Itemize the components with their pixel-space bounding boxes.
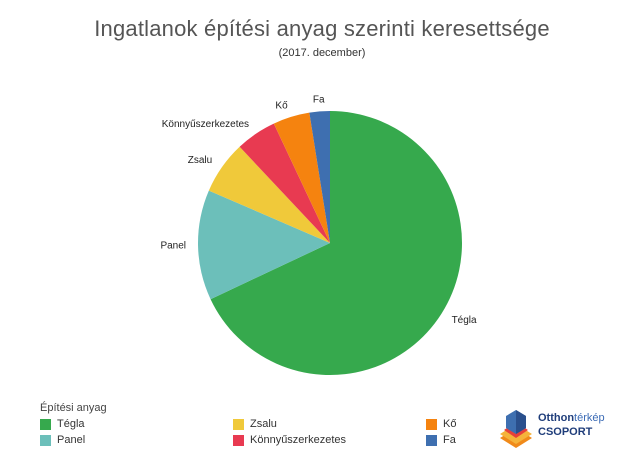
legend-item-konnyuszerkezetes: Könnyűszerkezetes <box>233 434 346 446</box>
legend-item-fa: Fa <box>426 434 456 446</box>
legend-label-panel: Panel <box>57 434 86 446</box>
pie-label-tegla: Tégla <box>452 315 477 326</box>
pie-chart: Tégla Panel Zsalu Könnyűszerkezetes Kő Fa <box>160 94 477 375</box>
pie-slice-konnyuszerkezetes <box>239 123 330 243</box>
logo-house-icon <box>500 410 532 448</box>
pie-slice-panel <box>197 190 330 300</box>
pie-label-ko: Kő <box>275 100 288 111</box>
legend-swatch-ko <box>426 418 437 430</box>
pie-slices <box>197 111 462 375</box>
pie-label-zsalu: Zsalu <box>188 155 212 166</box>
legend-label-zsalu: Zsalu <box>250 418 277 430</box>
legend: Építési anyag Tégla Panel Zsalu Könnyűsz… <box>40 402 460 462</box>
legend-item-zsalu: Zsalu <box>233 418 277 430</box>
chart-subtitle: (2017. december) <box>278 47 366 59</box>
legend-item-ko: Kő <box>426 418 456 430</box>
legend-swatch-panel <box>40 434 51 446</box>
pie-label-konnyuszerkezetes: Könnyűszerkezetes <box>162 119 249 130</box>
legend-label-ko: Kő <box>443 418 457 430</box>
pie-slice-ko <box>273 112 330 243</box>
pie-slice-fa <box>309 111 330 243</box>
logo-text-line1: Otthontérkép <box>538 412 605 424</box>
pie-labels: Tégla Panel Zsalu Könnyűszerkezetes Kő Fa <box>160 94 477 326</box>
legend-swatch-konnyuszerkezetes <box>233 434 244 446</box>
legend-swatch-zsalu <box>233 418 244 430</box>
pie-slice-zsalu <box>208 146 330 243</box>
legend-label-fa: Fa <box>443 434 456 446</box>
legend-swatch-fa <box>426 434 437 446</box>
logo-text-bold: Otthon <box>538 412 575 424</box>
legend-item-panel: Panel <box>40 434 85 446</box>
legend-title: Építési anyag <box>40 402 107 414</box>
logo-text-light: térkép <box>574 412 605 424</box>
pie-label-panel: Panel <box>160 240 186 251</box>
legend-label-konnyuszerkezetes: Könnyűszerkezetes <box>250 434 346 446</box>
legend-swatch-tegla <box>40 418 51 430</box>
otthonterkep-logo: Otthontérkép CSOPORT <box>496 406 626 456</box>
pie-label-fa: Fa <box>313 94 325 105</box>
legend-item-tegla: Tégla <box>40 418 85 430</box>
pie-slice-tegla <box>210 111 462 375</box>
chart-title: Ingatlanok építési anyag szerinti kerese… <box>94 16 550 41</box>
legend-label-tegla: Tégla <box>57 418 85 430</box>
logo-text-line2: CSOPORT <box>538 426 593 438</box>
